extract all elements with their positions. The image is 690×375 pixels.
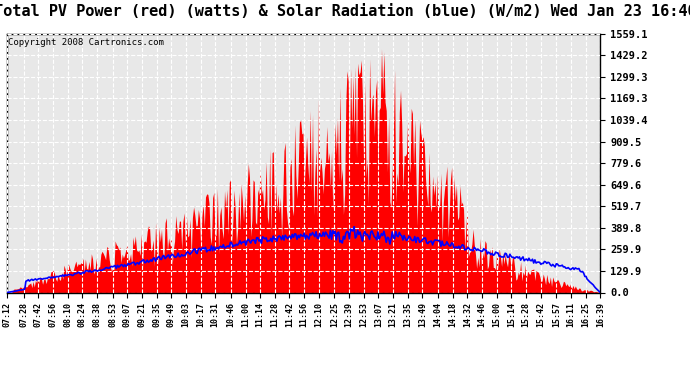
Text: Total PV Power (red) (watts) & Solar Radiation (blue) (W/m2) Wed Jan 23 16:40: Total PV Power (red) (watts) & Solar Rad…	[0, 4, 690, 19]
Text: Copyright 2008 Cartronics.com: Copyright 2008 Cartronics.com	[8, 38, 164, 46]
